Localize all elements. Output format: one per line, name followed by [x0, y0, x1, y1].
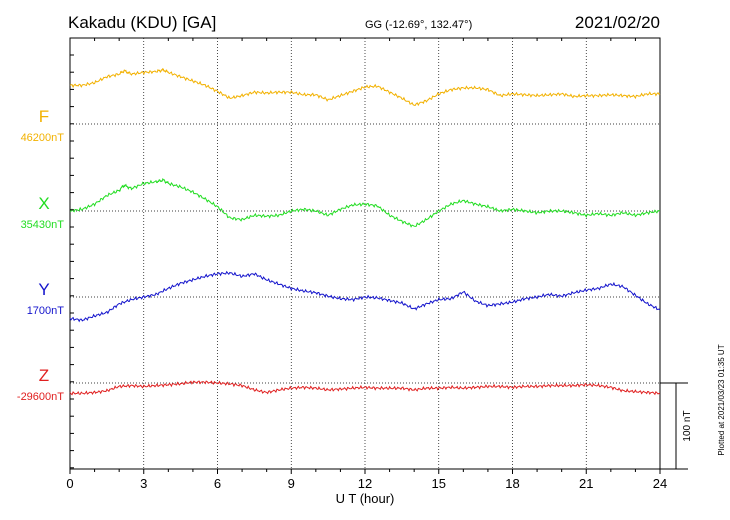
series-name-x: X — [38, 194, 49, 213]
series-group — [69, 67, 661, 396]
series-name-y: Y — [38, 280, 49, 299]
station-title: Kakadu (KDU) [GA] — [68, 13, 216, 32]
series-labels: F 46200nT X 35430nT Y 1700nT Z -29600nT — [17, 107, 64, 403]
x-tick-label: 6 — [214, 476, 221, 491]
grid-lines — [143, 38, 587, 469]
series-baseline-x: 35430nT — [21, 219, 65, 231]
x-tick-label: 18 — [505, 476, 519, 491]
series-line-z — [69, 380, 661, 396]
series-name-z: Z — [39, 366, 49, 385]
x-axis-label: U T (hour) — [336, 491, 395, 506]
x-axis-ticks: 0 3 6 9 12 15 18 21 24 — [66, 38, 667, 491]
scale-bar-label: 100 nT — [682, 410, 693, 441]
plotted-timestamp: Plotted at 2021/03/23 01:35 UT — [717, 344, 726, 455]
x-tick-label: 12 — [358, 476, 372, 491]
x-tick-label: 9 — [288, 476, 295, 491]
x-tick-label: 15 — [432, 476, 446, 491]
series-baseline-f: 46200nT — [21, 132, 65, 144]
x-tick-label: 3 — [140, 476, 147, 491]
series-line-x — [70, 178, 661, 228]
series-name-f: F — [39, 107, 49, 126]
x-tick-label: 24 — [653, 476, 667, 491]
series-baseline-y: 1700nT — [27, 305, 65, 317]
x-tick-label: 21 — [579, 476, 593, 491]
station-coordinates: GG (-12.69°, 132.47°) — [365, 19, 472, 31]
series-line-y — [69, 270, 661, 323]
x-tick-label: 0 — [66, 476, 73, 491]
scale-bar: 100 nT — [660, 382, 693, 470]
chart-date: 2021/02/20 — [575, 13, 660, 32]
series-line-f — [69, 67, 661, 107]
series-baseline-z: -29600nT — [17, 391, 64, 403]
